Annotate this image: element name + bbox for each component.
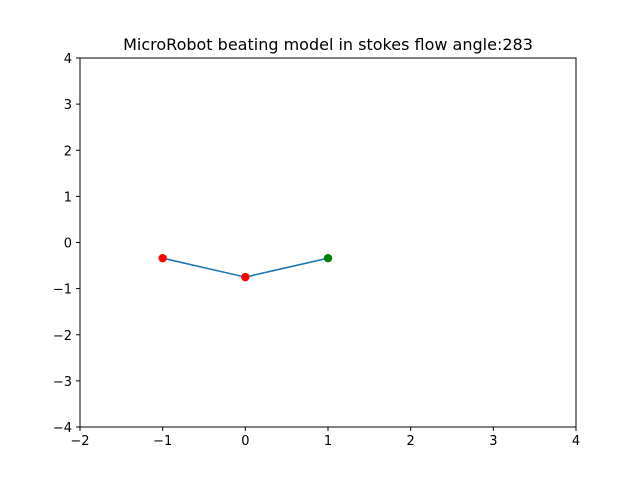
chart-title: MicroRobot beating model in stokes flow … [123,35,533,54]
y-tick-label: 4 [64,52,72,67]
data-point-marker [158,253,167,263]
x-tick-label: −1 [153,434,172,449]
y-tick-label: 2 [64,144,72,159]
x-tick-label: 0 [241,434,249,449]
x-tick-label: −2 [70,434,89,449]
data-point-marker [241,272,250,282]
axes: −2 −1 0 1 2 3 4 −4 −3 −2 −1 0 1 2 3 4 [53,52,580,449]
y-tick-label: −3 [53,375,72,390]
x-tick-label: 4 [572,434,580,449]
y-tick-label: −1 [53,283,72,298]
axes-frame [79,57,577,428]
y-tick-label: −4 [53,421,72,436]
x-tick-label: 1 [324,434,332,449]
x-tick-label: 3 [489,434,497,449]
data-point-marker [323,253,333,263]
x-tick-label: 2 [407,434,415,449]
marker-layer [158,253,333,282]
y-tick-label: 3 [64,98,72,113]
y-tick-label: 1 [64,190,72,205]
y-tick-label: −2 [53,329,72,344]
y-tick-label: 0 [64,237,72,252]
